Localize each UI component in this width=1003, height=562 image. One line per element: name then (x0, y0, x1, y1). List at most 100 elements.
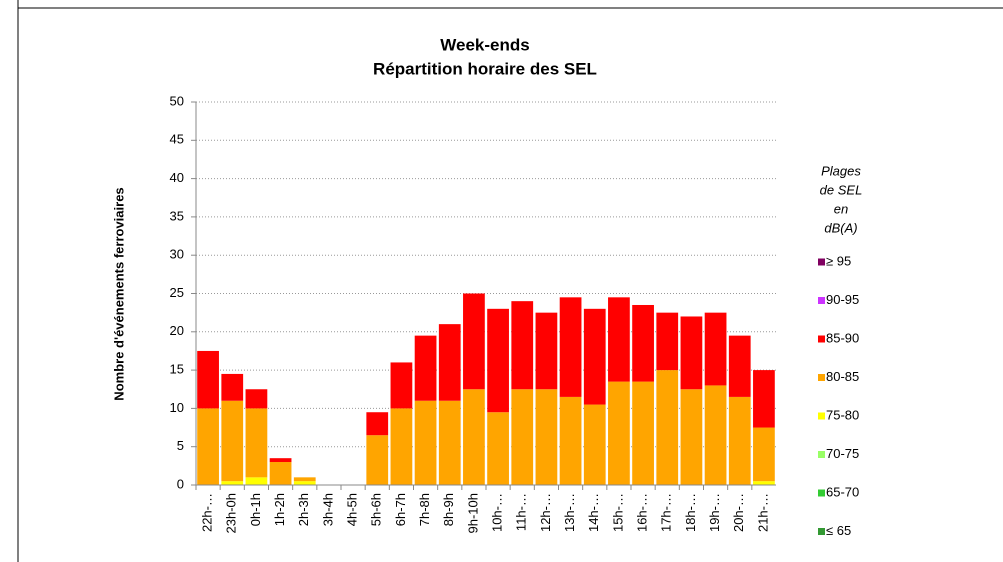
legend-label: ≤ 65 (826, 523, 851, 538)
bar-segment (753, 370, 775, 428)
bar-segment (463, 293, 485, 390)
y-tick-label: 15 (170, 362, 184, 377)
y-tick-label: 5 (177, 438, 184, 453)
y-tick-label: 20 (170, 323, 184, 338)
x-tick-label: 11h-… (514, 493, 529, 531)
legend-label: 65-70 (826, 484, 859, 499)
x-tick-label: 2h-3h (296, 493, 311, 526)
legend-title: en (834, 201, 848, 216)
bar-segment (221, 400, 244, 482)
bar-segment (608, 381, 630, 485)
y-tick-label: 45 (170, 132, 184, 147)
bar-segment (704, 312, 727, 386)
x-tick-label: 8h-9h (441, 493, 456, 526)
x-tick-label: 17h-… (659, 493, 674, 532)
bar-segment (656, 312, 679, 371)
bar-segment (438, 400, 461, 485)
bar-segment (632, 304, 654, 382)
bar-segment (438, 324, 461, 401)
bar-segment (487, 412, 509, 485)
bar-segment (535, 312, 558, 390)
x-tick-label: 5h-6h (369, 493, 384, 526)
legend-title: Plages (821, 163, 861, 178)
x-tick-label: 9h-10h (465, 493, 480, 533)
x-tick-label: 13h-… (562, 493, 577, 532)
legend-swatch (818, 258, 825, 266)
bar-segment (753, 481, 775, 485)
legend-swatch (818, 412, 825, 420)
y-tick-label: 10 (170, 400, 184, 415)
bar-segment (221, 481, 244, 485)
bar-segment (245, 477, 268, 485)
x-tick-label: 1h-2h (272, 493, 287, 526)
legend-swatch (818, 335, 825, 343)
legend-label: 90-95 (826, 292, 859, 307)
bar-segment (293, 481, 316, 485)
bar-segment (511, 389, 534, 485)
bar-segment (680, 316, 703, 390)
x-tick-label: 23h-0h (224, 493, 239, 533)
x-tick-label: 16h-… (635, 493, 650, 532)
bar-segment (366, 435, 389, 485)
legend-label: ≥ 95 (826, 253, 851, 268)
bar-segment (245, 408, 268, 478)
bar-segment (704, 385, 727, 485)
x-tick-label: 7h-8h (417, 493, 432, 526)
bar-segment (390, 362, 413, 409)
x-tick-label: 21h-… (755, 493, 770, 532)
bar-segment (390, 408, 413, 485)
y-tick-label: 25 (170, 285, 184, 300)
x-tick-label: 0h-1h (248, 493, 263, 526)
y-tick-label: 50 (170, 93, 184, 108)
bar-segment (463, 389, 485, 485)
legend-label: 80-85 (826, 369, 859, 384)
x-tick-label: 3h-4h (320, 493, 335, 526)
bar-segment (535, 389, 558, 485)
legend-swatch (818, 451, 825, 458)
chart-title: Week-ends (440, 35, 529, 54)
legend-title: de SEL (820, 182, 863, 197)
bar-segment (414, 400, 437, 485)
x-tick-label: 6h-7h (393, 493, 408, 526)
bar-segment (245, 389, 268, 409)
bar-segment (293, 477, 316, 482)
bar-segment (728, 396, 751, 485)
bar-segment (269, 462, 292, 485)
bar-segment (197, 350, 219, 409)
legend-label: 70-75 (826, 446, 859, 461)
bar-segment (753, 427, 775, 482)
bar-segment (366, 412, 389, 436)
chart-subtitle: Répartition horaire des SEL (373, 59, 597, 78)
x-tick-label: 20h-… (731, 493, 746, 532)
legend-swatch (818, 489, 825, 497)
bar-segment (197, 408, 219, 485)
bar-segment (656, 370, 679, 485)
y-tick-label: 30 (170, 247, 184, 262)
bar-segment (632, 381, 654, 485)
x-tick-label: 12h-… (538, 493, 553, 532)
bar-segment (559, 297, 582, 397)
bar-segment (221, 373, 244, 401)
x-tick-label: 18h-… (683, 493, 698, 532)
x-tick-label: 4h-5h (345, 493, 360, 526)
x-tick-label: 14h-… (586, 493, 601, 532)
x-tick-label: 19h-… (707, 493, 722, 532)
bar-segment (414, 335, 437, 401)
bar-segment (269, 458, 292, 463)
y-tick-label: 0 (177, 476, 184, 491)
bar-segment (559, 396, 582, 485)
x-tick-label: 10h-… (490, 493, 505, 532)
bar-segment (728, 335, 751, 397)
bar-segment (583, 308, 606, 405)
bar-segment (680, 389, 703, 485)
legend-swatch (818, 528, 825, 535)
legend-title: dB(A) (824, 220, 857, 235)
bar-segment (608, 297, 630, 382)
legend-swatch (818, 374, 825, 381)
y-tick-label: 35 (170, 208, 184, 223)
x-tick-label: 15h-… (610, 493, 625, 532)
legend-label: 85-90 (826, 330, 859, 345)
y-axis-label: Nombre d'événements ferroviaires (111, 187, 126, 400)
legend-swatch (818, 297, 825, 304)
